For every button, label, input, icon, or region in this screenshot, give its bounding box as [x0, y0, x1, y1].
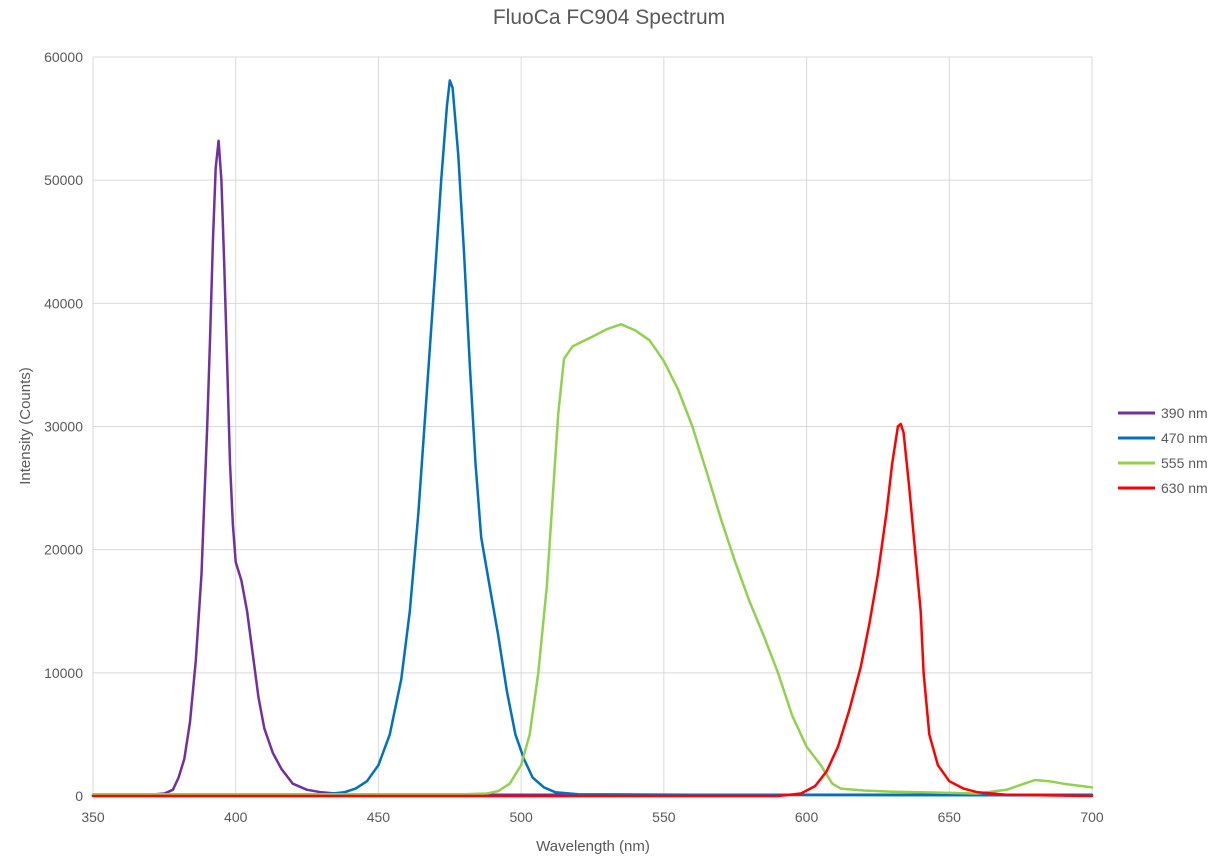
x-axis-label: Wavelength (nm) [536, 838, 650, 855]
series-line-3 [91, 422, 1094, 798]
x-tick-label: 600 [795, 809, 819, 825]
legend-label-1: 470 nm [1161, 430, 1208, 446]
x-tick-labels: 350 400 450 500 550 600 650 700 [81, 809, 1104, 825]
x-tick-label: 350 [81, 809, 105, 825]
x-tick-label: 650 [938, 809, 962, 825]
chart-title: FluoCa FC904 Spectrum [493, 6, 725, 29]
legend: 390 nm 470 nm 555 nm 630 nm [1118, 405, 1208, 496]
grid-lines [92, 56, 1093, 797]
series-line-0 [91, 139, 1094, 797]
legend-label-0: 390 nm [1161, 405, 1208, 421]
series-lines [91, 79, 1094, 798]
legend-label-3: 630 nm [1161, 480, 1208, 496]
y-tick-label: 50000 [44, 172, 83, 188]
x-tick-label: 450 [367, 809, 391, 825]
y-tick-label: 30000 [44, 419, 83, 435]
series-line-1 [91, 79, 1094, 797]
x-tick-label: 700 [1080, 809, 1104, 825]
y-tick-label: 20000 [44, 542, 83, 558]
y-tick-label: 0 [75, 788, 83, 804]
y-axis-label: Intensity (Counts) [17, 367, 34, 485]
y-tick-label: 40000 [44, 295, 83, 311]
series-line-2 [91, 323, 1094, 796]
y-tick-label: 10000 [44, 665, 83, 681]
x-tick-label: 550 [652, 809, 676, 825]
legend-label-2: 555 nm [1161, 455, 1208, 471]
x-tick-label: 500 [509, 809, 533, 825]
y-tick-label: 60000 [44, 49, 83, 65]
x-tick-label: 400 [224, 809, 248, 825]
y-tick-labels: 0 10000 20000 30000 40000 50000 60000 [44, 49, 83, 804]
